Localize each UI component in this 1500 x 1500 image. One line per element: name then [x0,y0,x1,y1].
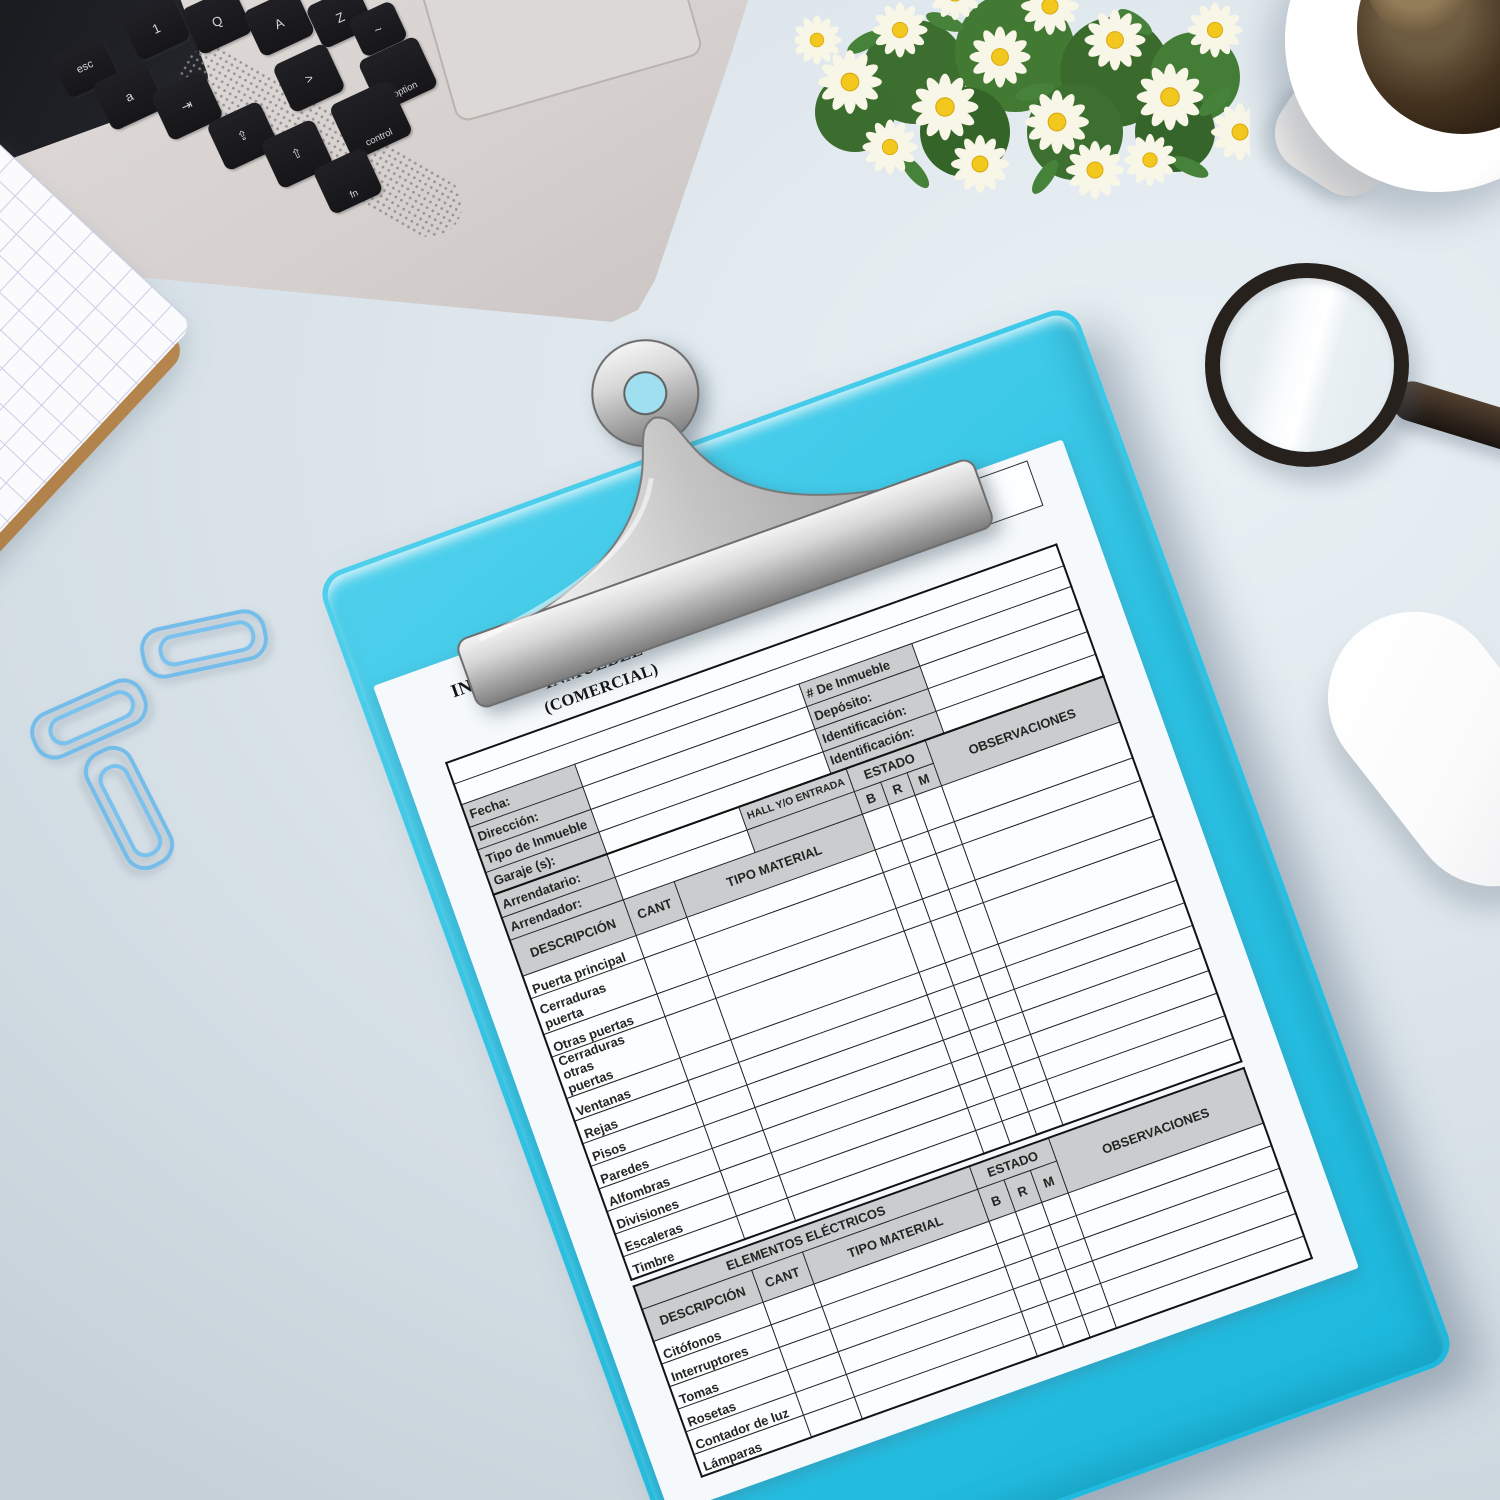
clipboard-clip[interactable] [370,235,1002,716]
form-paper: INVENTARIO DE ENTREGA DE INMUEBLE (COMER… [373,339,1359,1500]
clip-bar [457,459,993,708]
paperclip[interactable] [76,738,182,878]
clip-highlight [478,477,654,642]
paperclip[interactable] [135,605,273,683]
clip-crown-hole [623,371,668,416]
paperclip[interactable] [23,671,155,767]
magnifying-glass-lens[interactable] [1205,263,1409,467]
computer-mouse[interactable] [1293,577,1500,921]
daisy-plant [795,0,1250,200]
